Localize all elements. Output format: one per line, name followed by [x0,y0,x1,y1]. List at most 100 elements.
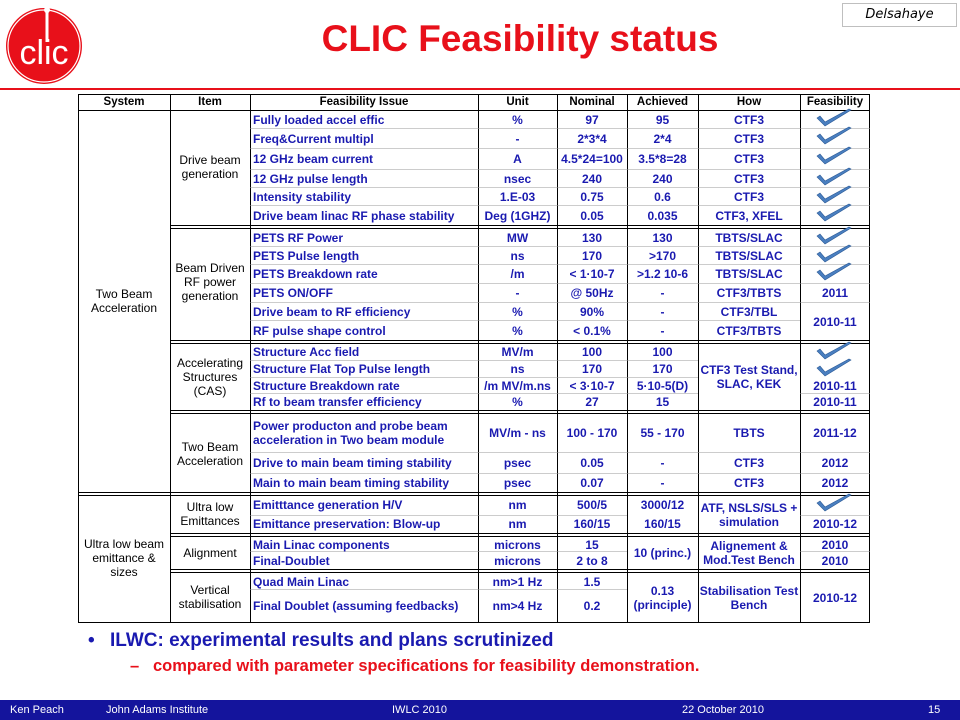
row-2-unit: A [513,152,522,166]
row-0-unit: % [512,112,523,127]
row-8-how: TBTS/SLAC [715,267,783,281]
row-3-how: CTF3 [734,171,764,186]
row-10-issue: Drive beam to RF efficiency [253,304,411,319]
row-14-feasibility: 2010-11 [813,378,857,393]
row-4-achieved: 0.6 [654,189,671,204]
row-4-how: CTF3 [734,189,764,204]
row-11-how: CTF3/TBTS [716,323,782,338]
row-12-nominal: 100 [581,345,603,359]
footer-page: 15 [928,704,941,716]
row-17-nominal: 0.05 [580,456,604,470]
row-15-issue: Rf to beam transfer efficiency [253,395,422,409]
page-title: CLIC Feasibility status [321,18,719,59]
row-23-nominal: 1.5 [583,574,601,589]
clic-logo: clic [6,7,82,84]
item-two-beam-acceleration: Two Beam Acceleration [176,440,244,468]
row-6-issue: PETS RF Power [253,230,344,245]
row-11-achieved: - [660,323,665,338]
row-6-unit: MW [506,230,529,245]
row-11-nominal: < 0.1% [573,323,611,338]
row-1-achieved: 2*4 [653,131,672,146]
row-5-issue: Drive beam linac RF phase stability [253,208,455,223]
row-19-issue: Emitttance generation H/V [253,498,403,512]
row-0-achieved: 95 [655,112,670,127]
row-12-achieved: 100 [652,345,673,359]
row-20-achieved: 160/15 [644,517,681,531]
row-18-how: CTF3 [734,476,764,490]
bullet-sub-text: compared with parameter specifications f… [152,657,700,675]
row-15-feasibility: 2010-11 [813,395,857,409]
check-icon [816,126,852,145]
row-9-unit: - [515,286,520,300]
row-22-issue: Final-Doublet [253,554,330,568]
check-icon [816,203,852,222]
table-grid [78,94,870,623]
item-vertical-stabilisation: Vertical stabilisation [178,583,242,611]
footer-author: Ken Peach [10,704,64,716]
row-19-unit: nm [508,498,527,512]
row-22-nominal: 2 to 8 [576,554,608,568]
header-unit: Unit [506,96,529,108]
row-2-how: CTF3 [734,152,764,166]
row-23-how: Stabilisation Test Bench [699,583,799,612]
row-4-issue: Intensity stability [253,189,352,204]
item-drive-beam: Drive beam generation [179,153,241,181]
row-10-unit: % [512,304,523,319]
row-13-nominal: 170 [581,362,603,376]
row-3-unit: nsec [503,171,532,186]
row-20-feasibility: 2010-12 [812,517,858,531]
row-24-nominal: 0.2 [583,599,601,613]
row-10-how: CTF3/TBL [720,304,778,319]
row-24-unit: nm>4 Hz [492,599,543,613]
system-ultra-low: Ultra low beam emittance & sizes [83,537,165,579]
sub-bullet-marker: – [130,657,140,675]
row-16-issue: Power producton and probe beam accelerat… [253,419,448,447]
row-23-issue: Quad Main Linac [253,574,350,589]
row-21-nominal: 15 [585,538,599,552]
row-21-issue: Main Linac components [253,538,390,552]
row-8-unit: /m [510,267,525,281]
row-9-feasibility: 2011 [821,286,849,300]
row-23-feasibility: 2010-12 [812,590,858,605]
item-alignment: Alignment [183,546,237,560]
row-21-how: Alignement & Mod.Test Bench [703,539,795,567]
row-15-nominal: 27 [585,395,599,409]
row-21-feasibility: 2010 [821,538,849,552]
bullet-sub: – compared with parameter specifications… [130,657,699,676]
system-two-beam: Two Beam Acceleration [90,287,158,315]
row-1-unit: - [515,131,520,146]
svg-text:clic: clic [19,34,68,72]
row-20-issue: Emittance preservation: Blow-up [253,517,441,531]
row-18-achieved: - [660,476,665,490]
footer-date: 22 October 2010 [682,704,764,716]
bullet-main-text: ILWC: experimental results and plans scr… [110,630,554,651]
row-11-unit: % [512,323,523,338]
row-9-achieved: - [660,286,665,300]
header-nominal: Nominal [569,96,615,108]
item-beam-driven-rf: Beam Driven RF power generation [175,261,245,303]
row-9-issue: PETS ON/OFF [253,286,334,300]
row-18-issue: Main to main beam timing stability [253,476,450,490]
author-badge: Delsahaye [842,3,957,27]
row-24-issue: Final Doublet (assuming feedbacks) [253,599,459,613]
bullet-marker: • [88,630,95,651]
row-0-how: CTF3 [734,112,764,127]
row-8-issue: PETS Breakdown rate [253,267,378,281]
row-23-unit: nm>1 Hz [492,574,543,589]
row-7-achieved: >170 [648,248,677,263]
row-2-nominal: 4.5*24=100 [561,152,623,166]
feasibility-table: System Item Feasibility Issue Unit Nomin… [78,94,870,624]
row-7-unit: ns [510,248,525,263]
bullet-main: • ILWC: experimental results and plans sc… [88,630,553,652]
row-6-nominal: 130 [581,230,603,245]
check-icon [816,244,852,263]
row-18-unit: psec [503,476,532,490]
row-7-how: TBTS/SLAC [715,248,783,263]
check-icon [816,358,852,377]
header-achieved: Achieved [636,96,689,108]
row-15-unit: % [512,395,523,409]
row-17-feasibility: 2012 [821,456,849,470]
row-4-nominal: 0.75 [580,189,604,204]
row-2-achieved: 3.5*8=28 [638,152,687,166]
row-6-how: TBTS/SLAC [715,230,783,245]
